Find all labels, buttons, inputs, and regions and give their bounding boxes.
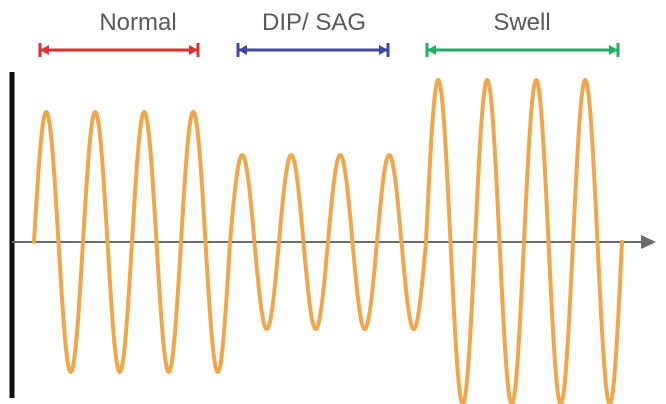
range-right-arrowhead bbox=[189, 45, 198, 55]
label-normal: Normal bbox=[99, 9, 176, 36]
range-right-arrowhead bbox=[609, 45, 618, 55]
label-dip-sag: DIP/ SAG bbox=[262, 9, 366, 36]
dip-sag-range-indicator bbox=[236, 43, 390, 57]
range-left-arrowhead bbox=[40, 45, 49, 55]
voltage-waveform bbox=[32, 78, 624, 404]
range-left-arrowhead bbox=[427, 45, 436, 55]
range-left-arrowhead bbox=[238, 45, 247, 55]
normal-range-indicator bbox=[38, 43, 200, 57]
swell-range-indicator bbox=[425, 43, 620, 57]
label-swell: Swell bbox=[493, 9, 550, 36]
range-right-arrowhead bbox=[379, 45, 388, 55]
time-axis-arrowhead bbox=[641, 235, 656, 249]
